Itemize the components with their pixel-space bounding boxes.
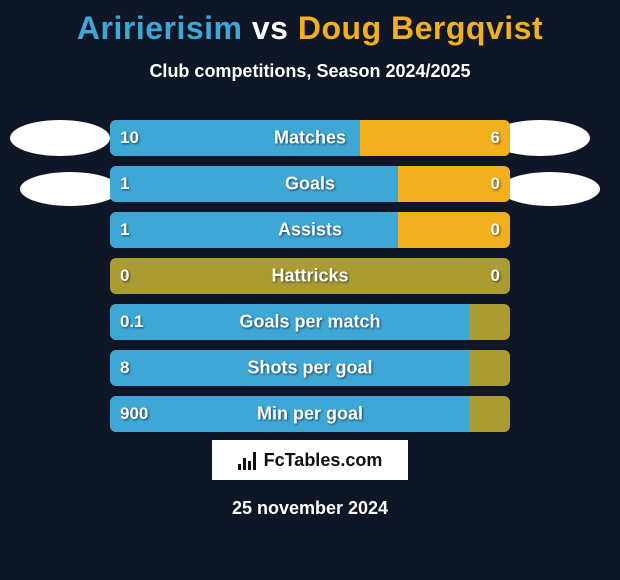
subtitle: Club competitions, Season 2024/2025 [0, 61, 620, 82]
bar-track [110, 396, 510, 432]
stat-row: 0.1Goals per match [110, 304, 510, 340]
bar-track [110, 258, 510, 294]
stat-row: 10Goals [110, 166, 510, 202]
bar-fill-left [110, 350, 470, 386]
bar-track [110, 304, 510, 340]
avatar-left [10, 120, 110, 156]
bar-chart-icon [238, 450, 258, 470]
bar-fill-right [398, 166, 510, 202]
title-vs: vs [252, 10, 298, 46]
bar-track [110, 350, 510, 386]
stat-row: 10Assists [110, 212, 510, 248]
brand-badge: FcTables.com [210, 438, 410, 482]
bar-fill-right [360, 120, 510, 156]
bar-track [110, 212, 510, 248]
title-player1: Aririerisim [77, 10, 243, 46]
bar-fill-left [110, 304, 470, 340]
bar-fill-left [110, 212, 398, 248]
bar-fill-left [110, 396, 470, 432]
avatar-left [20, 172, 120, 206]
page-title: Aririerisim vs Doug Bergqvist [0, 0, 620, 47]
stats-bars: 106Matches 10Goals 10Assists 00Hattricks 0.1… [110, 120, 510, 442]
bar-track [110, 166, 510, 202]
bar-fill-left [110, 120, 360, 156]
stat-row: 106Matches [110, 120, 510, 156]
avatar-right [500, 172, 600, 206]
stat-row: 00Hattricks [110, 258, 510, 294]
bar-fill-left [110, 166, 398, 202]
date-text: 25 november 2024 [0, 498, 620, 519]
stat-row: 900Min per goal [110, 396, 510, 432]
stat-row: 8Shots per goal [110, 350, 510, 386]
bar-track [110, 120, 510, 156]
bar-fill-right [398, 212, 510, 248]
title-player2: Doug Bergqvist [298, 10, 543, 46]
brand-text: FcTables.com [264, 450, 383, 471]
